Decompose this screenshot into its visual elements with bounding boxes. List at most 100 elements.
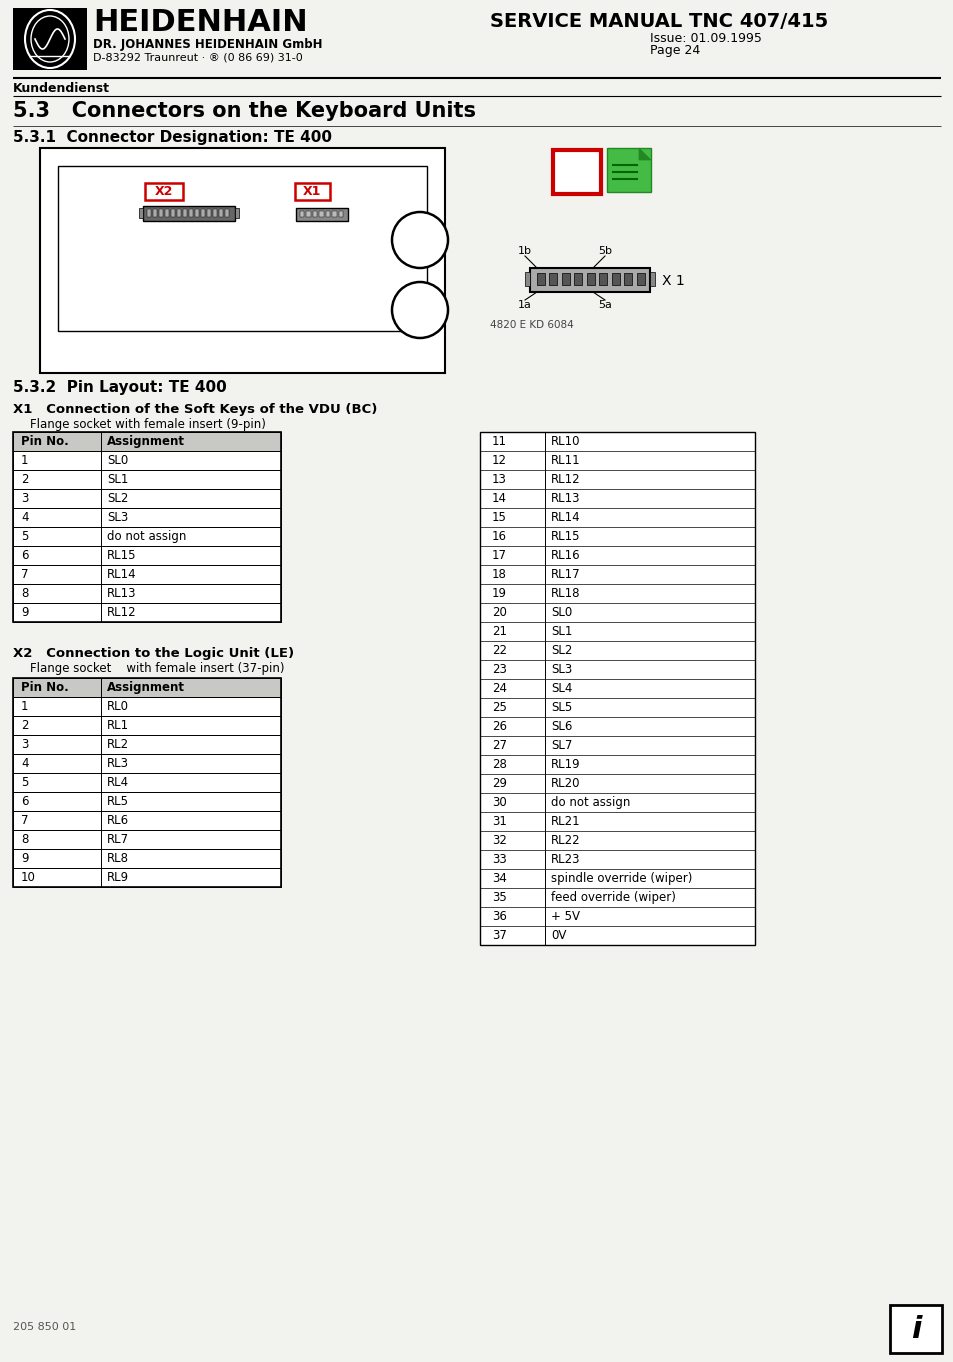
Bar: [537, 272, 544, 285]
Bar: [194, 208, 199, 217]
Text: RL7: RL7: [107, 834, 129, 846]
Text: 1a: 1a: [517, 300, 532, 311]
Text: 2: 2: [21, 473, 29, 486]
Bar: [219, 208, 223, 217]
Text: 27: 27: [492, 740, 506, 752]
Text: SL0: SL0: [107, 454, 128, 467]
Text: SL6: SL6: [551, 720, 572, 733]
Text: SERVICE MANUAL TNC 407/415: SERVICE MANUAL TNC 407/415: [490, 12, 827, 31]
Bar: [13, 603, 281, 622]
Text: do not assign: do not assign: [551, 795, 630, 809]
Text: X1   Connection of the Soft Keys of the VDU (BC): X1 Connection of the Soft Keys of the VD…: [13, 403, 377, 415]
Bar: [313, 211, 317, 217]
Text: X2: X2: [154, 185, 173, 197]
Bar: [165, 208, 169, 217]
Bar: [586, 272, 595, 285]
Bar: [606, 148, 650, 192]
Text: Flange socket with female insert (9-pin): Flange socket with female insert (9-pin): [30, 418, 266, 430]
Text: 4820 E KD 6084: 4820 E KD 6084: [490, 320, 573, 330]
Text: SL2: SL2: [107, 492, 129, 505]
Text: RL12: RL12: [551, 473, 580, 486]
Text: SL4: SL4: [551, 682, 572, 695]
Text: RL16: RL16: [551, 549, 580, 563]
Bar: [649, 272, 655, 286]
Bar: [306, 211, 311, 217]
Text: 26: 26: [492, 720, 506, 733]
Bar: [171, 208, 174, 217]
Text: 4: 4: [21, 511, 29, 524]
Text: RL14: RL14: [551, 511, 580, 524]
Text: 3: 3: [21, 738, 29, 750]
Text: RL15: RL15: [551, 530, 579, 543]
Text: X 1: X 1: [661, 274, 684, 287]
Bar: [58, 166, 427, 331]
Text: 1b: 1b: [517, 247, 532, 256]
Text: 15: 15: [492, 511, 506, 524]
Text: 31: 31: [492, 814, 506, 828]
Text: RL4: RL4: [107, 776, 129, 789]
Text: RL1: RL1: [107, 719, 129, 731]
Text: 5: 5: [21, 530, 29, 543]
Text: SL1: SL1: [107, 473, 129, 486]
Text: + 5V: + 5V: [551, 910, 579, 923]
Bar: [13, 584, 281, 603]
Bar: [530, 268, 649, 291]
Text: 11: 11: [492, 434, 506, 448]
Text: RL13: RL13: [107, 587, 136, 601]
Text: RL8: RL8: [107, 853, 129, 865]
Bar: [326, 211, 330, 217]
Text: 16: 16: [492, 530, 506, 543]
Bar: [295, 208, 348, 221]
Bar: [299, 211, 304, 217]
Text: Flange socket    with female insert (37-pin): Flange socket with female insert (37-pin…: [30, 662, 284, 676]
Bar: [13, 8, 87, 69]
Text: 9: 9: [21, 853, 29, 865]
Bar: [561, 272, 569, 285]
Text: 7: 7: [21, 814, 29, 827]
Text: SL0: SL0: [551, 606, 572, 618]
Text: RL17: RL17: [551, 568, 580, 582]
Text: 8: 8: [21, 587, 29, 601]
Text: RL11: RL11: [551, 454, 580, 467]
Bar: [189, 208, 193, 217]
Text: X1: X1: [302, 185, 321, 197]
Text: 5a: 5a: [598, 300, 611, 311]
Bar: [13, 451, 281, 470]
Bar: [13, 774, 281, 791]
Text: 13: 13: [492, 473, 506, 486]
Bar: [234, 208, 239, 218]
Bar: [637, 272, 644, 285]
Text: 5: 5: [21, 776, 29, 789]
Bar: [13, 735, 281, 755]
Bar: [624, 272, 632, 285]
Text: 6: 6: [21, 795, 29, 808]
Bar: [213, 208, 216, 217]
Text: RL10: RL10: [551, 434, 579, 448]
Text: 23: 23: [492, 663, 506, 676]
Text: 14: 14: [492, 492, 506, 505]
Text: RL5: RL5: [107, 795, 129, 808]
Text: 8: 8: [21, 834, 29, 846]
Text: 10: 10: [21, 872, 36, 884]
Text: RL21: RL21: [551, 814, 580, 828]
Bar: [13, 565, 281, 584]
Text: 3: 3: [21, 492, 29, 505]
Text: SL2: SL2: [551, 644, 572, 656]
Text: 21: 21: [492, 625, 506, 637]
Bar: [13, 849, 281, 868]
Text: RL9: RL9: [107, 872, 129, 884]
Text: RL13: RL13: [551, 492, 579, 505]
Text: 37: 37: [492, 929, 506, 943]
Text: HEIDENHAIN: HEIDENHAIN: [92, 8, 307, 37]
Text: X2   Connection to the Logic Unit (LE): X2 Connection to the Logic Unit (LE): [13, 647, 294, 661]
Bar: [479, 432, 754, 945]
Text: 20: 20: [492, 606, 506, 618]
Text: 32: 32: [492, 834, 506, 847]
Text: 5.3.2  Pin Layout: TE 400: 5.3.2 Pin Layout: TE 400: [13, 380, 227, 395]
Bar: [143, 206, 234, 221]
Bar: [319, 211, 324, 217]
Text: 5.3   Connectors on the Keyboard Units: 5.3 Connectors on the Keyboard Units: [13, 101, 476, 121]
Bar: [183, 208, 187, 217]
Text: Pin No.: Pin No.: [21, 434, 69, 448]
Bar: [13, 432, 281, 622]
